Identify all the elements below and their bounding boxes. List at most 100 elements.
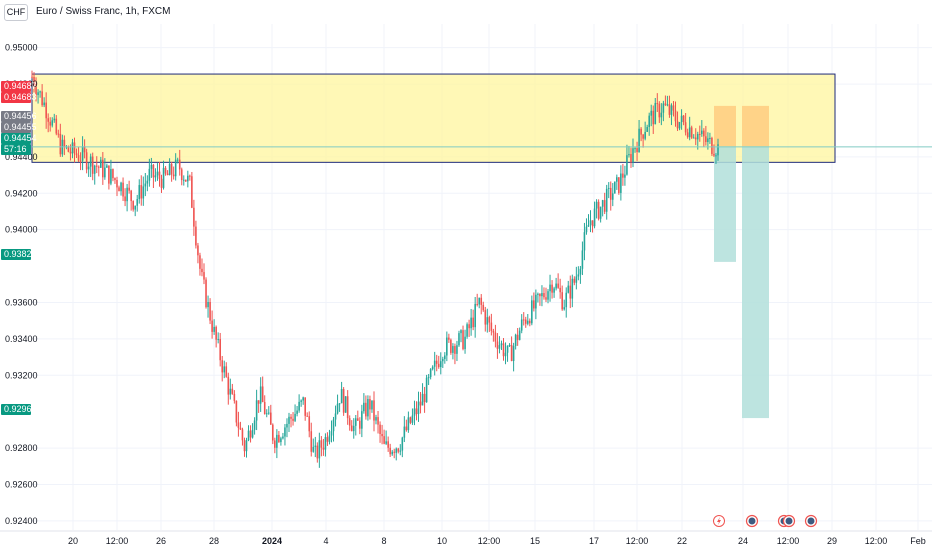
- candle-body: [53, 118, 56, 121]
- candle-body: [197, 245, 199, 256]
- target-box[interactable]: [714, 146, 736, 262]
- entry-box[interactable]: [742, 105, 769, 147]
- candle-body: [599, 206, 602, 219]
- candle-body: [296, 410, 298, 414]
- entry-box[interactable]: [714, 105, 736, 147]
- candle-body: [696, 133, 699, 140]
- candle-series: [31, 70, 719, 468]
- candle-body: [636, 148, 638, 153]
- candle-body: [235, 400, 238, 423]
- candle-body: [401, 437, 404, 451]
- price-tag-label: 0.94687: [4, 81, 37, 91]
- candle-body: [211, 320, 213, 332]
- candle-body: [397, 448, 400, 452]
- candle-body: [674, 110, 677, 122]
- target-box[interactable]: [742, 146, 769, 419]
- candle-body: [45, 102, 47, 119]
- candle-body: [613, 181, 616, 194]
- candle-body: [715, 155, 717, 157]
- candle-body: [359, 420, 361, 429]
- candle-body: [435, 360, 438, 364]
- candle-body: [597, 201, 600, 219]
- candle-body: [148, 168, 151, 181]
- zone-rect[interactable]: [31, 73, 836, 163]
- price-tick-label: 0.95000: [5, 43, 38, 53]
- candle-body: [259, 386, 262, 404]
- candle-body: [581, 250, 584, 269]
- price-tag-label: 0.92965: [4, 404, 37, 414]
- candle-body: [666, 104, 669, 106]
- price-tick-label: 0.93400: [5, 334, 38, 344]
- candle-body: [112, 169, 114, 179]
- candle-body: [456, 345, 458, 354]
- time-tick-label: 17: [589, 536, 599, 546]
- candle-body: [377, 417, 379, 425]
- candle-body: [292, 418, 294, 421]
- candle-body: [106, 165, 108, 168]
- price-tag-bg: [1, 111, 31, 122]
- price-tick-label: 0.93200: [5, 370, 38, 380]
- candle-body: [609, 187, 612, 200]
- candle-body: [354, 418, 357, 426]
- supply-zone[interactable]: [31, 73, 836, 163]
- candle-body: [545, 297, 547, 300]
- candle-body: [231, 388, 234, 394]
- candle-body: [638, 128, 640, 153]
- candle-body: [193, 207, 195, 227]
- candle-body: [510, 345, 513, 361]
- candle-body: [97, 166, 100, 168]
- candle-body: [274, 440, 276, 448]
- target-projections[interactable]: [714, 105, 769, 419]
- candle-body: [628, 154, 630, 156]
- candle-body: [688, 127, 691, 138]
- candle-body: [138, 185, 141, 200]
- time-tick-label: 12:00: [777, 536, 800, 546]
- candle-body: [73, 142, 76, 154]
- candle-body: [678, 122, 681, 129]
- candle-body: [512, 346, 515, 361]
- candle-body: [672, 105, 675, 111]
- candle-body: [89, 156, 92, 167]
- candle-body: [253, 420, 256, 430]
- candle-body: [269, 412, 272, 425]
- time-axis[interactable]: 20 12:00 26 28 2024 4 8 10 12:00 15 17 12:00 22 24 12:…: [0, 530, 932, 546]
- candle-body: [472, 317, 474, 328]
- candle-body: [419, 401, 422, 406]
- candle-body: [502, 343, 505, 357]
- candle-body: [209, 302, 211, 321]
- candle-body: [302, 397, 304, 401]
- candle-body: [490, 322, 493, 331]
- candle-body: [352, 425, 355, 432]
- candle-body: [622, 173, 624, 178]
- candle-body: [223, 366, 226, 373]
- symbol-title[interactable]: Euro / Swiss Franc, 1h, FXCM: [36, 6, 171, 17]
- candle-body: [85, 152, 88, 170]
- event-markers[interactable]: [713, 514, 818, 528]
- candle-body: [565, 292, 568, 308]
- currency-button[interactable]: CHF: [4, 4, 28, 21]
- candle-body: [118, 187, 120, 192]
- candle-body: [577, 274, 580, 277]
- time-tick-label: 24: [738, 536, 748, 546]
- candle-body: [334, 413, 337, 420]
- candle-body: [176, 159, 179, 161]
- candle-body: [680, 115, 683, 123]
- candle-body: [375, 417, 377, 421]
- candle-body: [332, 419, 335, 432]
- candle-body: [703, 130, 705, 137]
- candle-body: [150, 164, 153, 169]
- candle-body: [170, 163, 173, 175]
- earnings-icon-core: [785, 517, 793, 525]
- price-tick-label: 0.92600: [5, 479, 38, 489]
- candle-body: [561, 292, 563, 310]
- candle-body: [308, 416, 311, 432]
- candle-body: [47, 118, 49, 122]
- candle-body: [500, 343, 503, 346]
- candle-body: [152, 164, 155, 178]
- candle-body: [110, 169, 112, 184]
- candle-body: [391, 451, 394, 455]
- time-tick-label: 12:00: [106, 536, 129, 546]
- candle-body: [318, 440, 321, 459]
